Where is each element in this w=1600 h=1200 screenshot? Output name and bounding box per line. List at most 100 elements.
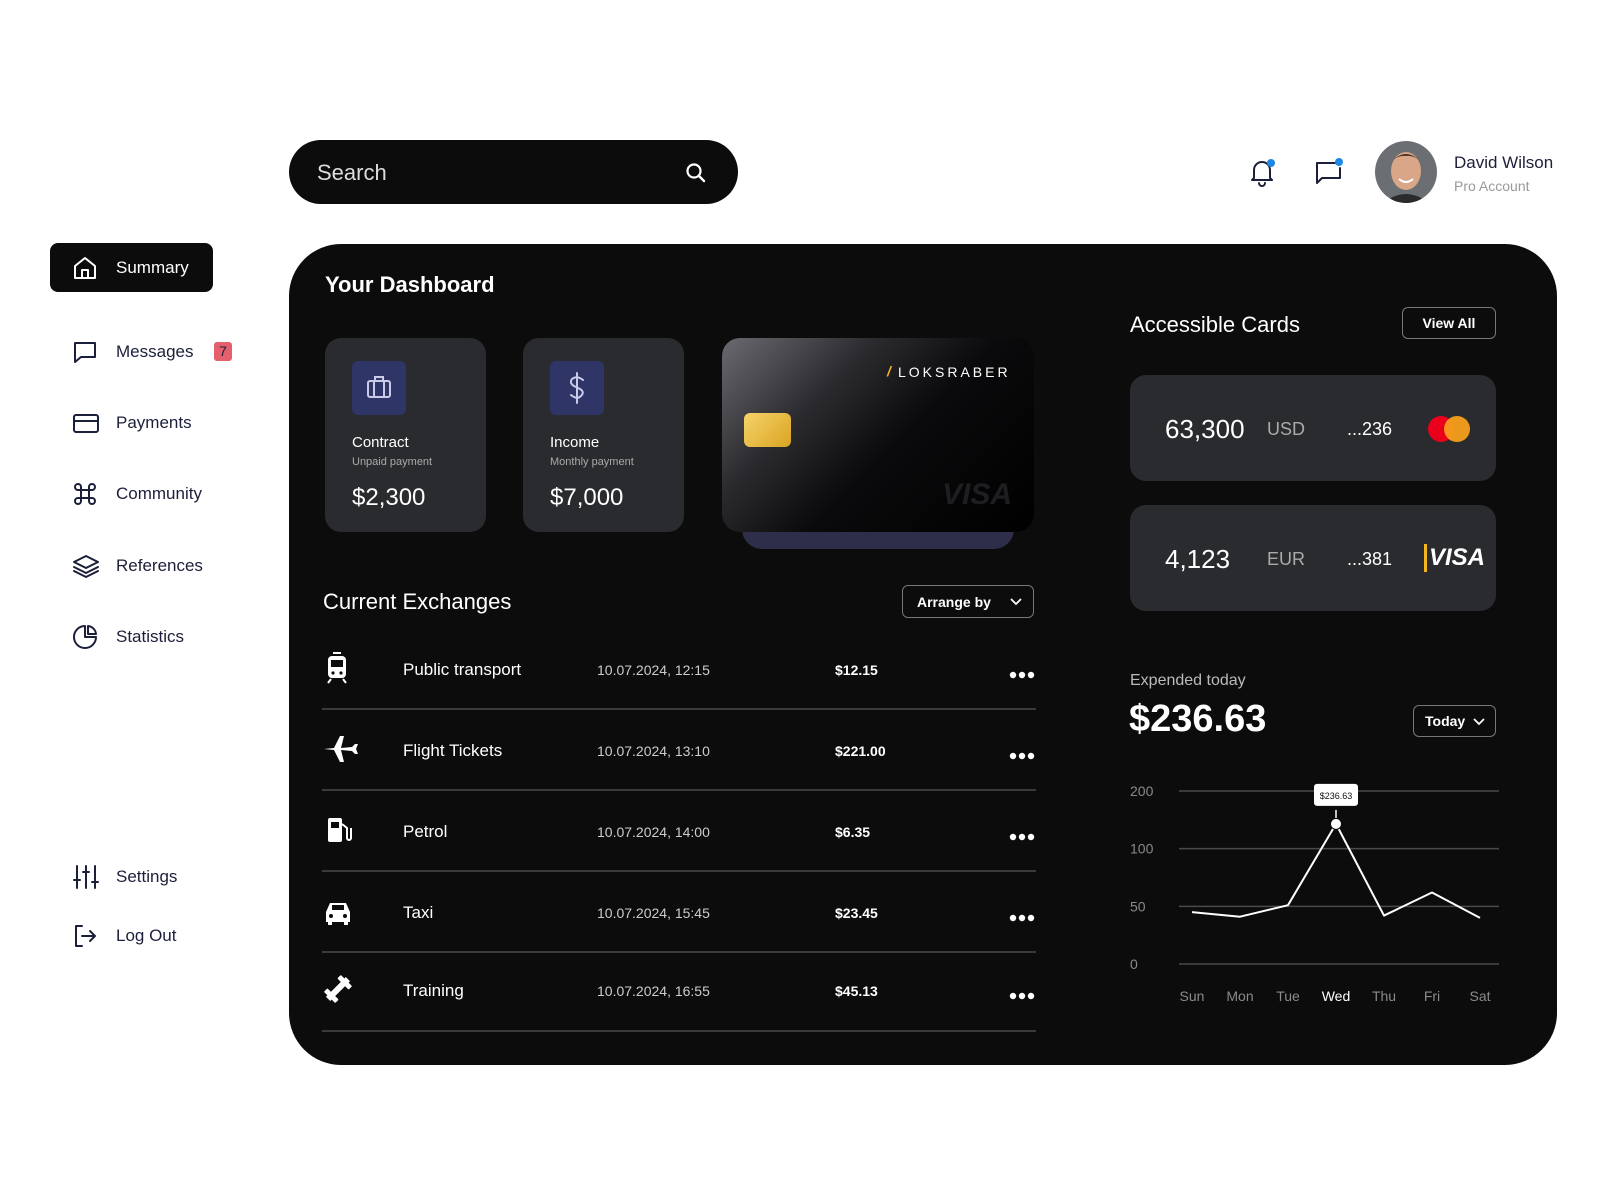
icon-part xyxy=(367,380,391,398)
summary-amount: $7,000 xyxy=(550,484,624,511)
search-placeholder: Search xyxy=(317,160,387,185)
icon-part xyxy=(1009,833,1017,841)
dots-icon xyxy=(1009,671,1035,679)
nav-community[interactable]: Community xyxy=(50,469,213,518)
icon-part xyxy=(373,376,385,397)
x-tick-label: Sun xyxy=(1180,988,1205,1004)
nav-payments[interactable]: Payments xyxy=(50,398,213,447)
nav-label: Statistics xyxy=(116,626,185,646)
exchange-icon xyxy=(322,652,362,691)
icon-part xyxy=(1383,194,1429,203)
nav-statistics[interactable]: Statistics xyxy=(50,612,213,661)
view-all-button[interactable]: View All xyxy=(1402,307,1496,339)
period-dropdown[interactable]: Today xyxy=(1413,705,1496,737)
highlight-point xyxy=(1330,817,1342,830)
icon-part xyxy=(569,372,584,404)
category-icon xyxy=(324,736,358,762)
account-number: ...381 xyxy=(1347,549,1393,569)
dots-icon xyxy=(1009,833,1035,841)
line xyxy=(1191,822,1481,919)
more-button[interactable] xyxy=(1009,747,1035,765)
icon-part xyxy=(324,736,358,762)
more-button[interactable] xyxy=(1009,828,1035,846)
category-icon xyxy=(326,903,350,925)
more-button[interactable] xyxy=(1009,987,1035,1005)
layers-icon xyxy=(73,554,99,578)
icon-part xyxy=(1018,992,1026,1000)
exchange-row[interactable]: Flight Tickets 10.07.2024, 13:10 $221.00 xyxy=(322,711,1036,791)
summary-card[interactable]: Income Monthly payment $7,000 xyxy=(523,338,684,532)
icon-part xyxy=(73,554,99,578)
icon-part xyxy=(1027,914,1035,922)
pie-icon xyxy=(73,624,97,649)
exchange-date: 10.07.2024, 15:45 xyxy=(597,905,710,921)
icon-part xyxy=(1398,178,1414,183)
arrange-label: Arrange by xyxy=(917,593,991,610)
icon-part xyxy=(339,671,343,675)
card-brand: LOKSRABER xyxy=(898,364,1011,380)
search-box[interactable]: Search xyxy=(289,140,738,204)
icon-part xyxy=(331,671,335,675)
row-divider xyxy=(322,1030,1036,1032)
icon-part xyxy=(1390,154,1422,163)
exchange-amount: $221.00 xyxy=(835,743,886,759)
icon-part xyxy=(1251,161,1273,187)
icon-part xyxy=(1027,752,1035,760)
nav-settings[interactable]: Settings xyxy=(50,852,213,901)
exchange-row[interactable]: Training 10.07.2024, 16:55 $45.13 xyxy=(322,951,1036,1032)
messages-icon[interactable] xyxy=(1313,156,1345,188)
icon-part xyxy=(1018,833,1026,841)
view-all-label: View All xyxy=(1422,315,1476,331)
nav-summary[interactable]: Summary xyxy=(50,243,213,292)
exchange-date: 10.07.2024, 13:10 xyxy=(597,743,710,759)
exchange-date: 10.07.2024, 16:55 xyxy=(597,983,710,999)
nav-references[interactable]: References xyxy=(50,541,213,590)
notification-bell[interactable] xyxy=(1246,156,1278,188)
nav-label: References xyxy=(116,555,203,575)
nav-label: Messages xyxy=(116,341,194,361)
card-icon xyxy=(73,413,99,433)
icon-part xyxy=(74,482,96,505)
icon-part xyxy=(73,864,99,889)
icon-part xyxy=(75,924,96,947)
tooltip-text: $236.63 xyxy=(1320,791,1353,801)
summary-card[interactable]: Contract Unpaid payment $2,300 xyxy=(325,338,486,532)
icon-part xyxy=(331,822,339,828)
exchange-row[interactable]: Taxi 10.07.2024, 15:45 $23.45 xyxy=(322,873,1036,953)
credit-card[interactable]: / LOKSRABER VISA xyxy=(722,338,1034,532)
icon-part xyxy=(1009,671,1017,679)
exchange-name: Flight Tickets xyxy=(403,741,503,760)
exchange-row[interactable]: Public transport 10.07.2024, 12:15 $12.15 xyxy=(322,630,1036,710)
nav-logout[interactable]: Log Out xyxy=(50,911,213,960)
exchange-name: Petrol xyxy=(403,822,448,841)
account-card[interactable]: 63,300 USD ...236 xyxy=(1130,375,1496,481)
x-tick-label: Tue xyxy=(1276,988,1300,1004)
nav-messages[interactable]: Messages 7 xyxy=(50,327,232,376)
icon-part xyxy=(1267,159,1275,167)
more-button[interactable] xyxy=(1009,666,1035,684)
nav-label: Payments xyxy=(116,412,192,432)
icon-part xyxy=(1018,671,1026,679)
exchange-date: 10.07.2024, 12:15 xyxy=(597,662,710,678)
y-tick-label: 200 xyxy=(1130,783,1154,799)
icon-part xyxy=(341,823,352,841)
summary-title: Income xyxy=(550,434,600,451)
exchange-icon xyxy=(322,973,362,1012)
more-button[interactable] xyxy=(1009,909,1035,927)
account-network: VISA xyxy=(1424,544,1485,572)
category-icon xyxy=(327,652,347,684)
y-tick-label: 50 xyxy=(1130,898,1146,914)
icon-part xyxy=(1444,416,1470,442)
exchange-icon xyxy=(322,895,362,934)
arrange-dropdown[interactable]: Arrange by xyxy=(902,585,1034,618)
card-chip xyxy=(744,413,791,447)
card-network: VISA xyxy=(942,478,1013,511)
avatar[interactable] xyxy=(1375,141,1437,203)
logout-icon xyxy=(75,924,96,947)
y-tick-label: 100 xyxy=(1130,841,1154,857)
exchange-row[interactable]: Petrol 10.07.2024, 14:00 $6.35 xyxy=(322,792,1036,872)
account-card[interactable]: 4,123 EUR ...381 VISA xyxy=(1130,505,1496,611)
nav-label: Log Out xyxy=(116,925,177,945)
